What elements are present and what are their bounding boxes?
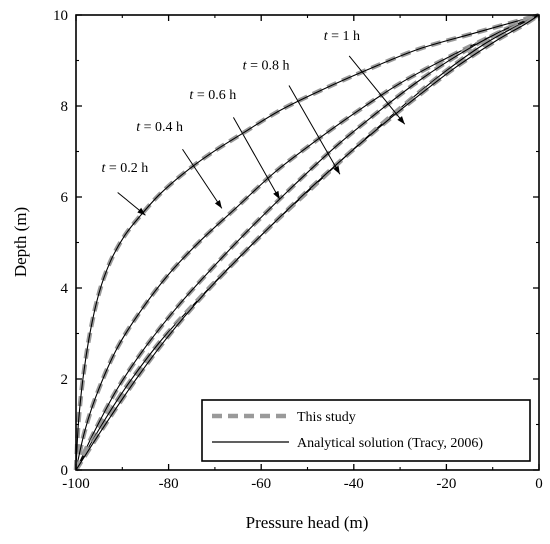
curves-layer [73, 12, 541, 472]
time-arrow-4 [348, 55, 406, 125]
x-tick-label: 0 [535, 476, 543, 492]
series-analytical-0 [75, 14, 540, 471]
legend-box [201, 399, 531, 462]
y-tick-label: 10 [53, 8, 68, 24]
x-axis-title: Pressure head (m) [246, 513, 369, 532]
annotations-layer: t = 0.2 h t = 0.4 h t = 0.6 h t = 0.8 h t = … [101, 29, 406, 216]
y-tick-label: 6 [61, 190, 69, 206]
time-arrowhead-1 [214, 200, 222, 209]
x-tick-label: -100 [62, 476, 90, 492]
y-tick-label: 2 [61, 372, 69, 388]
series-analytical-2 [75, 14, 540, 471]
x-tick-label: -80 [159, 476, 179, 492]
legend: This study Analytical solution (Tracy, 2… [201, 399, 531, 462]
series-analytical-4 [75, 14, 540, 471]
time-label-4: t = 1 h [324, 29, 360, 44]
time-label-2: t = 0.6 h [189, 88, 236, 103]
x-tick-label: -40 [344, 476, 364, 492]
y-axis-title: Depth (m) [11, 207, 30, 277]
series-analytical-3 [75, 14, 540, 471]
time-arrowhead-2 [273, 190, 280, 200]
time-arrowhead-3 [333, 165, 340, 175]
series-analytical-1 [75, 14, 540, 471]
legend-label-analytical: Analytical solution (Tracy, 2006) [297, 436, 483, 451]
time-label-3: t = 0.8 h [243, 59, 290, 74]
time-arrow-2 [232, 117, 281, 200]
time-arrow-1 [182, 148, 223, 209]
time-label-0: t = 0.2 h [101, 161, 148, 176]
time-label-1: t = 0.4 h [136, 120, 183, 135]
time-arrowhead-0 [137, 207, 146, 216]
x-tick-label: -20 [436, 476, 456, 492]
y-tick-label: 0 [61, 463, 69, 479]
ticks-layer: -100 -80 -60 -40 -20 0 0 2 4 6 8 10 [53, 8, 543, 492]
y-tick-label: 8 [61, 99, 69, 115]
x-tick-label: -60 [251, 476, 271, 492]
legend-label-this-study: This study [297, 410, 356, 425]
time-arrowhead-4 [397, 116, 405, 125]
y-tick-label: 4 [61, 281, 69, 297]
time-arrow-3 [288, 85, 341, 175]
